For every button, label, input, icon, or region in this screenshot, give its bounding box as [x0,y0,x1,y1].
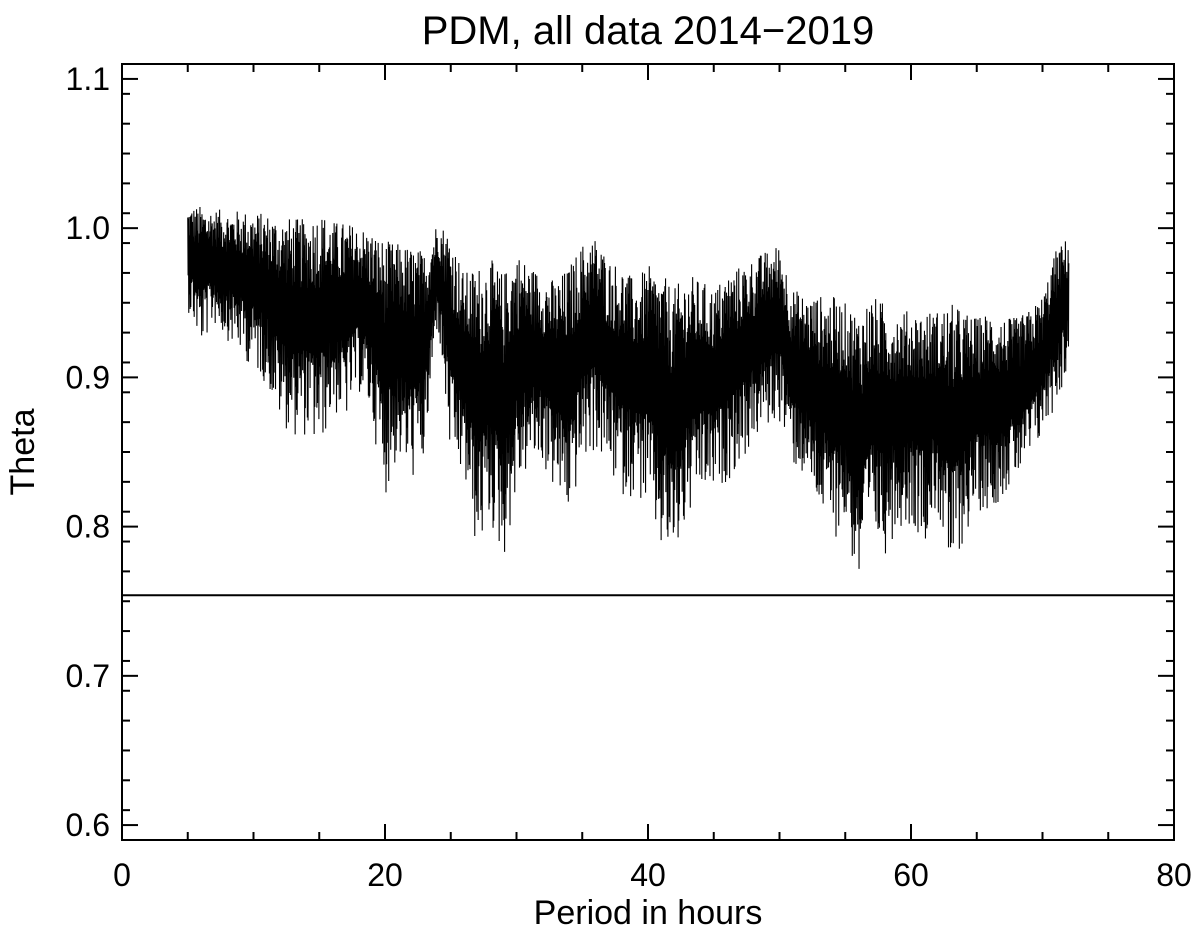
y-tick-label: 0.9 [66,359,110,395]
x-axis-title: Period in hours [534,894,763,932]
x-tick-label: 80 [1156,857,1192,893]
y-tick-label: 0.8 [66,509,110,545]
axis-ticks [121,63,1175,841]
x-tick-label: 0 [113,857,131,893]
y-tick-label: 0.7 [66,658,110,694]
x-tick-label: 20 [367,857,403,893]
y-axis-title: Theta [4,408,42,495]
y-tick-label: 0.6 [66,807,110,843]
chart-title: PDM, all data 2014−2019 [422,9,875,53]
x-tick-label: 40 [630,857,666,893]
theta-series-line [187,206,1070,569]
x-tick-label: 60 [893,857,929,893]
axis-tick-labels: 0 20 40 60 80 0.6 0.7 0.8 0.9 1.0 1.1 [66,61,1192,893]
y-tick-label: 1.1 [66,61,110,97]
data-series [187,206,1070,569]
y-tick-label: 1.0 [66,210,110,246]
